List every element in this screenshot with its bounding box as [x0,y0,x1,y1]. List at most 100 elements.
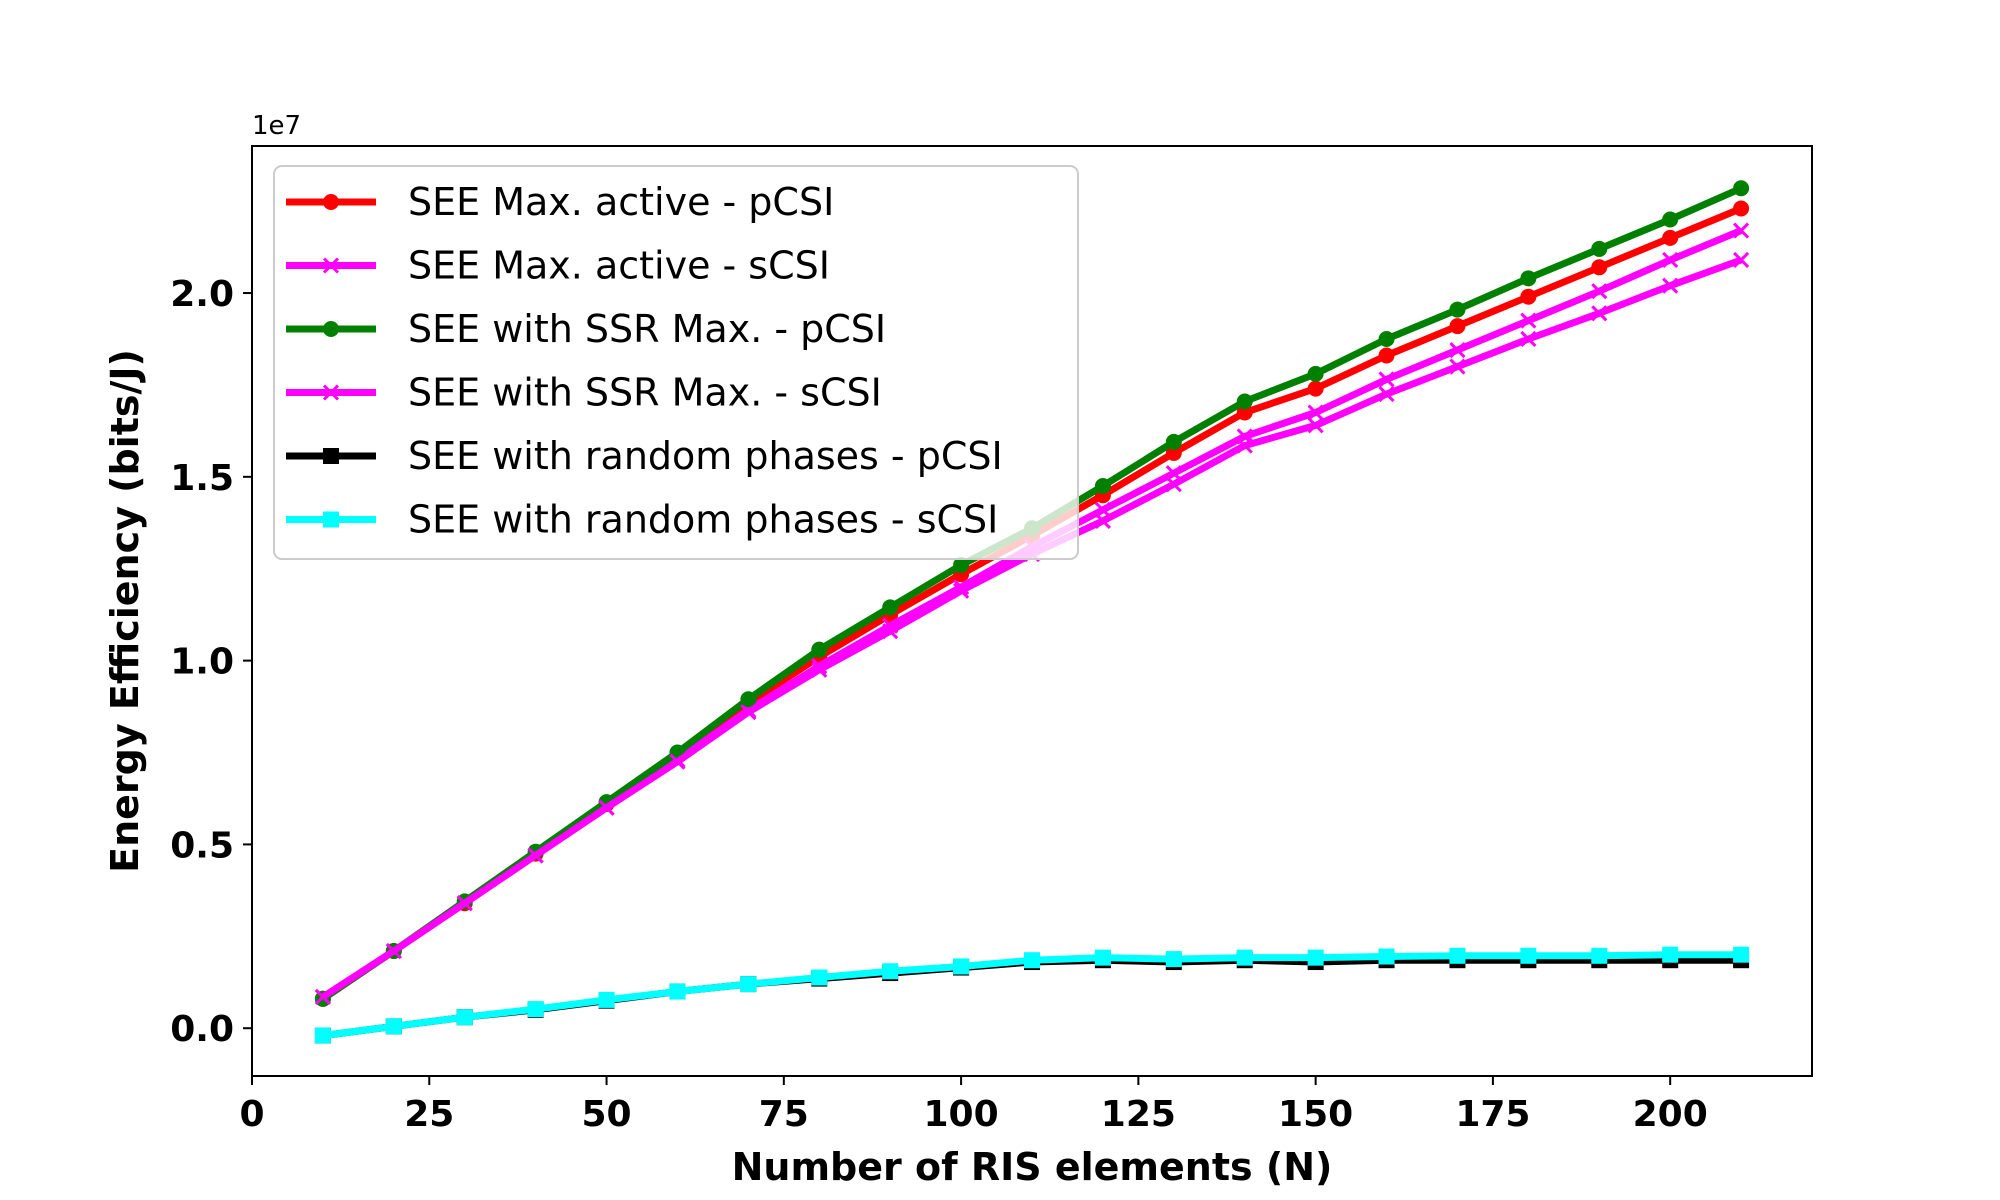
series-4-point [1094,512,1111,530]
x-tick-label: 0 [239,1094,264,1135]
series-4-point [314,988,331,1006]
y-tick-label: 2.0 [170,274,234,315]
legend-label: SEE with random phases - sCSI [408,498,998,542]
series-6-point [314,1027,331,1044]
y-tick-label: 0.5 [170,825,234,866]
series-4-point-stroke-b [1378,386,1395,403]
legend-box [273,165,1079,560]
series-4-point [740,704,757,721]
series-4-point [1307,417,1324,434]
series-2-point [1378,371,1395,388]
series-4-point-stroke-b [1165,476,1182,493]
series-4-point [598,799,615,816]
series-6-point [1662,946,1679,963]
series-4-point-stroke-b [1591,305,1608,322]
series-2-point [1449,341,1466,359]
series-4-point [669,753,686,770]
series-3-point [882,599,899,616]
x-axis: 0 25 50 75 100 125 150 175 200 [239,1076,1708,1135]
series-6-point [740,976,757,993]
series-3-point [953,557,970,574]
series-2-point-stroke-b [1662,251,1679,269]
series-4-point [527,847,544,864]
series-3-point [1733,180,1750,197]
series-3-point [1378,330,1395,347]
series-3-point [1094,478,1111,495]
y-tick-label: 1.5 [170,458,234,499]
series-4-point [1165,476,1182,493]
series-6-point [811,969,828,986]
series-1-point [1733,200,1750,217]
series-2-point [1662,251,1679,269]
series-6-point [1165,951,1182,968]
series-2-point-stroke-b [1520,312,1537,329]
series-6-point [598,991,615,1008]
series-4-point [1378,386,1395,403]
series-6-point [1591,947,1608,964]
series-6-point [1520,947,1537,964]
series-6-point [1307,949,1324,966]
legend-swatch-marker [323,194,339,210]
series-6-point [1378,948,1395,965]
series-6-point [953,958,970,975]
legend-item: SEE Max. active - pCSI [286,180,834,224]
series-3-point [1236,393,1253,410]
series-1-point [1662,229,1679,246]
x-tick-label: 175 [1455,1094,1530,1135]
legend-item: SEE with SSR Max. - sCSI [286,371,882,415]
x-tick-label: 50 [581,1094,631,1135]
series-6-point [1236,949,1253,966]
x-tick-label: 75 [759,1094,809,1135]
series-4-point-stroke-b [669,753,686,770]
series-4-point [811,661,828,678]
series-4-point-stroke-b [740,704,757,721]
series-2-point-stroke-b [1733,222,1750,239]
legend-swatch-marker-stroke-b [322,384,340,401]
legend-swatch-marker [322,384,340,401]
series-4-point-stroke-b [1449,358,1466,375]
legend-label: SEE with SSR Max. - sCSI [408,371,882,415]
x-tick-label: 200 [1633,1094,1708,1135]
series-1-point [1236,404,1253,421]
series-4-point [1733,251,1750,269]
series-3-point [1307,365,1324,382]
series-3-point [1662,211,1679,228]
series-3-point [1591,240,1608,257]
series-3-point [1449,301,1466,318]
series-4-point-stroke-b [314,988,331,1006]
series-3-point [811,641,828,658]
legend-label: SEE with SSR Max. - pCSI [408,307,886,351]
series-2-point-stroke-b [1591,283,1608,300]
series-4-point-stroke-b [1307,417,1324,434]
series-2-point [1520,312,1537,329]
series-4-point-stroke-b [385,942,402,960]
series-1-point [1378,347,1395,364]
series-6-point [1024,952,1040,969]
y-tick-label: 0.0 [170,1009,234,1050]
series-4-point [1449,358,1466,375]
x-tick-label: 100 [924,1094,999,1135]
series-4-point-stroke-b [1094,512,1111,530]
x-tick-label: 25 [404,1094,454,1135]
series-2-point [1307,404,1324,421]
series-4-point-stroke-b [882,623,899,640]
series-4-point [882,623,899,640]
series-4-point-stroke-b [811,661,828,678]
series-1-point [1165,444,1182,461]
series-2-point-stroke-b [1307,404,1324,421]
series-3-point [740,691,757,708]
series-6-point [527,1001,544,1018]
legend-label: SEE Max. active - pCSI [408,180,834,224]
series-4-point [1236,437,1253,454]
series-6-point [669,983,686,1000]
series-6-point [456,1009,473,1026]
series-4-point [1520,330,1537,348]
series-4-point-stroke-b [598,799,615,816]
series-4-point [1591,305,1608,322]
legend-swatch-marker [323,511,339,528]
y-axis: 0.0 0.5 1.0 1.5 2.0 [170,274,252,1050]
series-2-point-stroke-b [1378,371,1395,388]
series-4-point-stroke-b [1236,437,1253,454]
series-3-point [1520,270,1537,287]
